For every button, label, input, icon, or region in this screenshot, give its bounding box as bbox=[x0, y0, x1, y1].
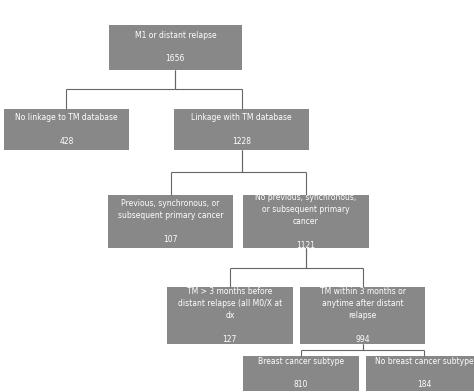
FancyBboxPatch shape bbox=[366, 356, 474, 391]
Text: No breast cancer subtype

184: No breast cancer subtype 184 bbox=[375, 357, 474, 390]
FancyBboxPatch shape bbox=[109, 25, 242, 70]
Text: TM within 3 months or
anytime after distant
relapse

994: TM within 3 months or anytime after dist… bbox=[319, 287, 406, 344]
Text: M1 or distant relapse

1656: M1 or distant relapse 1656 bbox=[135, 31, 216, 64]
FancyBboxPatch shape bbox=[243, 195, 368, 248]
Text: No previous, synchronous,
or subsequent primary
cancer

1121: No previous, synchronous, or subsequent … bbox=[255, 193, 356, 250]
FancyBboxPatch shape bbox=[167, 287, 292, 344]
FancyBboxPatch shape bbox=[300, 287, 426, 344]
Text: TM > 3 months before
distant relapse (all M0/X at
dx

127: TM > 3 months before distant relapse (al… bbox=[178, 287, 282, 344]
Text: Previous, synchronous, or
subsequent primary cancer

107: Previous, synchronous, or subsequent pri… bbox=[118, 199, 223, 244]
FancyBboxPatch shape bbox=[4, 109, 129, 150]
FancyBboxPatch shape bbox=[174, 109, 309, 150]
Text: No linkage to TM database

428: No linkage to TM database 428 bbox=[15, 113, 118, 146]
Text: Breast cancer subtype

810: Breast cancer subtype 810 bbox=[258, 357, 344, 390]
Text: Linkage with TM database

1228: Linkage with TM database 1228 bbox=[191, 113, 292, 146]
FancyBboxPatch shape bbox=[108, 195, 233, 248]
FancyBboxPatch shape bbox=[243, 356, 359, 391]
